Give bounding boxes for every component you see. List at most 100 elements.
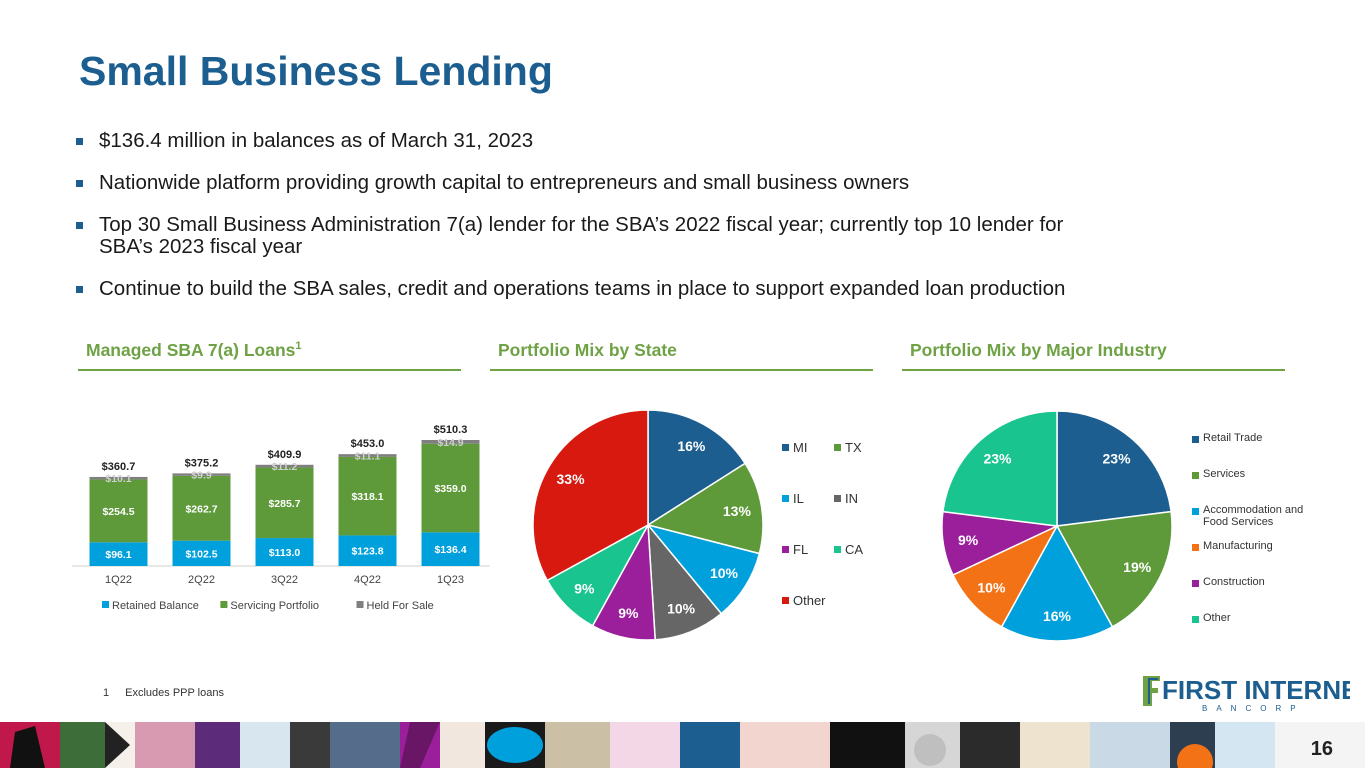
legend-label: Servicing Portfolio — [230, 600, 319, 612]
total-label: $453.0 — [351, 438, 385, 450]
pie-value-label: 16% — [677, 438, 706, 454]
bullet-item: Nationwide platform providing growth cap… — [76, 172, 1206, 194]
data-label: $262.7 — [185, 503, 217, 515]
legend-item: FL — [782, 542, 832, 557]
total-label: $510.3 — [434, 424, 468, 436]
pie-slice — [647, 522, 723, 641]
bar-segment — [421, 440, 480, 444]
state-section-title: Portfolio Mix by State — [498, 340, 677, 360]
page-title: Small Business Lending — [79, 48, 553, 94]
data-label: $9.9 — [191, 470, 212, 482]
tick-label: 2Q22 — [188, 574, 215, 586]
legend-label: Retail Trade — [1203, 432, 1263, 444]
pie-value-label: 13% — [723, 503, 752, 519]
footnote: 1 Excludes PPP loans — [103, 687, 224, 699]
legend-label: IN — [845, 491, 858, 506]
legend-item: Retail Trade — [1192, 432, 1317, 444]
bullet-text: $136.4 million in balances as of March 3… — [99, 129, 534, 152]
legend-item: Construction — [1192, 576, 1317, 588]
legend-item: CA — [834, 542, 884, 557]
industry-section-header: Portfolio Mix by Major Industry — [902, 340, 1285, 371]
bullet-item: $136.4 million in balances as of March 3… — [76, 130, 1206, 152]
state-section-header: Portfolio Mix by State — [490, 340, 873, 371]
bar-segment — [89, 479, 148, 543]
pie-slice — [1056, 410, 1172, 527]
legend-swatch — [782, 495, 789, 502]
industry-pie-chart: 23% 19% 16% 10% 9% 23% — [941, 410, 1173, 642]
pie-slice — [647, 409, 747, 527]
state-pie-legend: MI TX IL IN FL CA Other — [782, 440, 882, 610]
legend-item: Manufacturing — [1192, 540, 1317, 552]
legend-swatch — [782, 444, 789, 451]
legend-label: Other — [793, 593, 826, 608]
pie-value-label: 23% — [983, 450, 1012, 466]
page-number: 16 — [1310, 738, 1333, 760]
logo-name: FIRST INTERNET — [1162, 675, 1350, 705]
pie-slice — [1055, 510, 1173, 628]
logo-sub: BANCORP — [1202, 704, 1305, 713]
legend-swatch — [1192, 508, 1199, 515]
company-logo: FIRST INTERNET BANCORP — [1140, 672, 1365, 719]
legend-swatch — [782, 546, 789, 553]
industry-pie-legend: Retail Trade Services Accommodation and Fo… — [1192, 432, 1332, 632]
legend-swatch — [1192, 544, 1199, 551]
legend-item: MI — [782, 440, 832, 455]
data-label: $11.2 — [272, 461, 298, 473]
bar-segment — [338, 456, 397, 536]
data-label: $96.1 — [105, 549, 131, 561]
pie-value-label: 10% — [667, 601, 696, 617]
bullet-text: Nationwide platform providing growth cap… — [99, 171, 910, 194]
footnote-text: Excludes PPP loans — [125, 687, 224, 699]
data-label: $318.1 — [351, 491, 383, 503]
pie-slice — [646, 462, 764, 555]
bullet-marker — [76, 138, 83, 145]
pie-value-label: 9% — [958, 532, 979, 548]
legend-swatch — [834, 444, 841, 451]
legend-item: Services — [1192, 468, 1317, 480]
bullet-text: Continue to build the SBA sales, credit … — [99, 277, 1066, 300]
legend-swatch — [220, 601, 228, 608]
legend-swatch — [1192, 436, 1199, 443]
legend-label: Retained Balance — [112, 600, 199, 612]
legend-swatch — [834, 495, 841, 502]
legend-swatch — [1192, 580, 1199, 587]
data-label: $113.0 — [269, 547, 301, 559]
pie-value-label: 33% — [557, 471, 586, 487]
bullet-text: Top 30 Small Business Administration 7(a… — [99, 213, 1064, 258]
pie-value-label: 19% — [1123, 559, 1152, 575]
bar-segment — [338, 535, 397, 566]
legend-item: IN — [834, 491, 884, 506]
legend-label: IL — [793, 491, 804, 506]
legend-item: IL — [782, 491, 832, 506]
legend-item: TX — [834, 440, 884, 455]
bullet-item: Top 30 Small Business Administration 7(a… — [76, 214, 1206, 258]
bar-segment — [255, 464, 314, 468]
legend-swatch — [356, 601, 364, 608]
pie-value-label: 23% — [1103, 450, 1132, 466]
legend-label: CA — [845, 542, 864, 557]
bar-segment — [421, 443, 480, 533]
legend-swatch — [834, 546, 841, 553]
data-label: $10.1 — [105, 473, 131, 485]
bar-segment — [172, 540, 231, 566]
legend-label: Manufacturing — [1203, 540, 1273, 552]
legend-swatch — [102, 601, 109, 608]
bullet-marker — [76, 180, 83, 187]
bar-segment — [338, 454, 397, 457]
tick-label: 4Q22 — [354, 574, 381, 586]
legend-label: Held For Sale — [367, 600, 434, 612]
data-label: $123.8 — [351, 546, 383, 558]
bullet-marker — [76, 222, 83, 229]
footnote-ref: 1 — [295, 340, 302, 353]
legend-swatch — [1192, 616, 1199, 623]
total-label: $360.7 — [102, 461, 136, 473]
data-label: $102.5 — [185, 548, 217, 560]
legend-swatch — [1192, 472, 1199, 479]
pie-value-label: 9% — [574, 581, 595, 597]
data-label: $254.5 — [102, 506, 134, 518]
bar-segment — [421, 532, 480, 566]
total-label: $375.2 — [185, 457, 219, 469]
legend-label: Other — [1203, 612, 1231, 624]
bullet-list: $136.4 million in balances as of March 3… — [76, 130, 1206, 320]
pie-value-label: 10% — [977, 580, 1006, 596]
